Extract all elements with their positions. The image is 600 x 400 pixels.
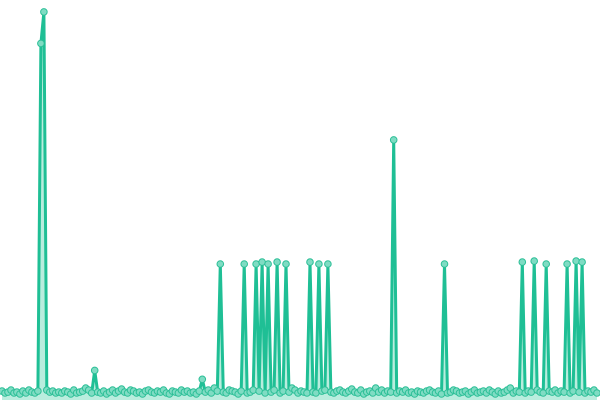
data-point[interactable] xyxy=(542,260,551,268)
data-point[interactable] xyxy=(563,260,571,268)
data-point[interactable] xyxy=(198,375,207,384)
data-point[interactable] xyxy=(530,257,539,265)
data-point[interactable] xyxy=(306,258,314,266)
data-point[interactable] xyxy=(34,387,42,395)
data-point[interactable] xyxy=(440,260,449,268)
data-point[interactable] xyxy=(37,39,45,48)
data-point[interactable] xyxy=(270,386,278,394)
data-point[interactable] xyxy=(240,260,248,268)
data-point[interactable] xyxy=(324,260,332,268)
data-point[interactable] xyxy=(578,258,586,266)
data-point[interactable] xyxy=(569,387,577,395)
data-point[interactable] xyxy=(90,366,99,375)
data-point[interactable] xyxy=(40,8,48,16)
data-point[interactable] xyxy=(213,387,222,395)
data-point[interactable] xyxy=(315,260,323,268)
series-line xyxy=(1,10,599,396)
series-area xyxy=(2,11,597,400)
data-point[interactable] xyxy=(437,390,446,398)
data-point[interactable] xyxy=(216,260,225,268)
data-point[interactable] xyxy=(572,257,580,265)
data-point[interactable] xyxy=(264,260,272,268)
data-point[interactable] xyxy=(389,136,398,144)
data-point[interactable] xyxy=(195,387,204,395)
data-point[interactable] xyxy=(273,258,281,266)
data-point[interactable] xyxy=(593,389,600,397)
data-point[interactable] xyxy=(282,260,290,268)
data-point[interactable] xyxy=(518,258,527,266)
